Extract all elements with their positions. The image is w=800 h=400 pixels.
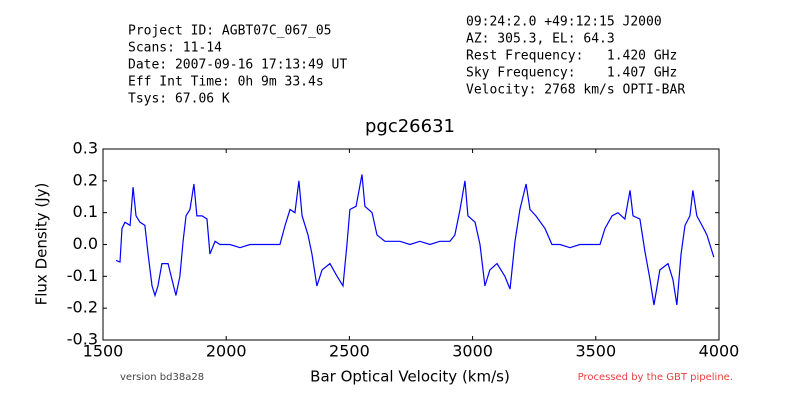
y-axis-label: Flux Density (Jy) [33,183,51,306]
header-line: Velocity: 2768 km/s OPTI-BAR [466,83,685,98]
x-tick-label: 3500 [575,342,616,361]
header-line: Project ID: AGBT07C_067_05 [128,24,332,39]
x-tick-label: 4000 [699,342,740,361]
y-tick-label: -0.1 [67,266,98,285]
x-tick-label: 2000 [206,342,247,361]
x-tick-label: 3000 [452,342,493,361]
y-tick-label: 0.2 [73,170,98,189]
y-tick-label: 0.0 [73,234,98,253]
chart-title: pgc26631 [365,116,455,137]
header-line: Eff Int Time: 0h 9m 33.4s [128,75,324,90]
y-tick-label: -0.2 [67,298,98,317]
x-axis-label: Bar Optical Velocity (km/s) [310,368,510,386]
y-tick-label: 0.3 [73,139,98,158]
spectrum-line [115,174,715,306]
header-line: Rest Frequency: 1.420 GHz [466,49,677,64]
header-line: Date: 2007-09-16 17:13:49 UT [128,58,347,73]
header-line: AZ: 305.3, EL: 64.3 [466,32,615,47]
footer-pipeline: Processed by the GBT pipeline. [578,372,733,383]
header-line: 09:24:2.0 +49:12:15 J2000 [466,15,662,30]
y-tick-label: 0.1 [73,202,98,221]
header-line: Sky Frequency: 1.407 GHz [466,66,677,81]
header-line: Tsys: 67.06 K [128,92,230,107]
x-tick-label: 2500 [329,342,370,361]
footer-version: version bd38a28 [120,372,204,383]
plot-frame [102,148,720,341]
header-line: Scans: 11-14 [128,41,222,56]
x-tick-label: 1500 [83,342,124,361]
y-tick-label: -0.3 [67,330,98,349]
